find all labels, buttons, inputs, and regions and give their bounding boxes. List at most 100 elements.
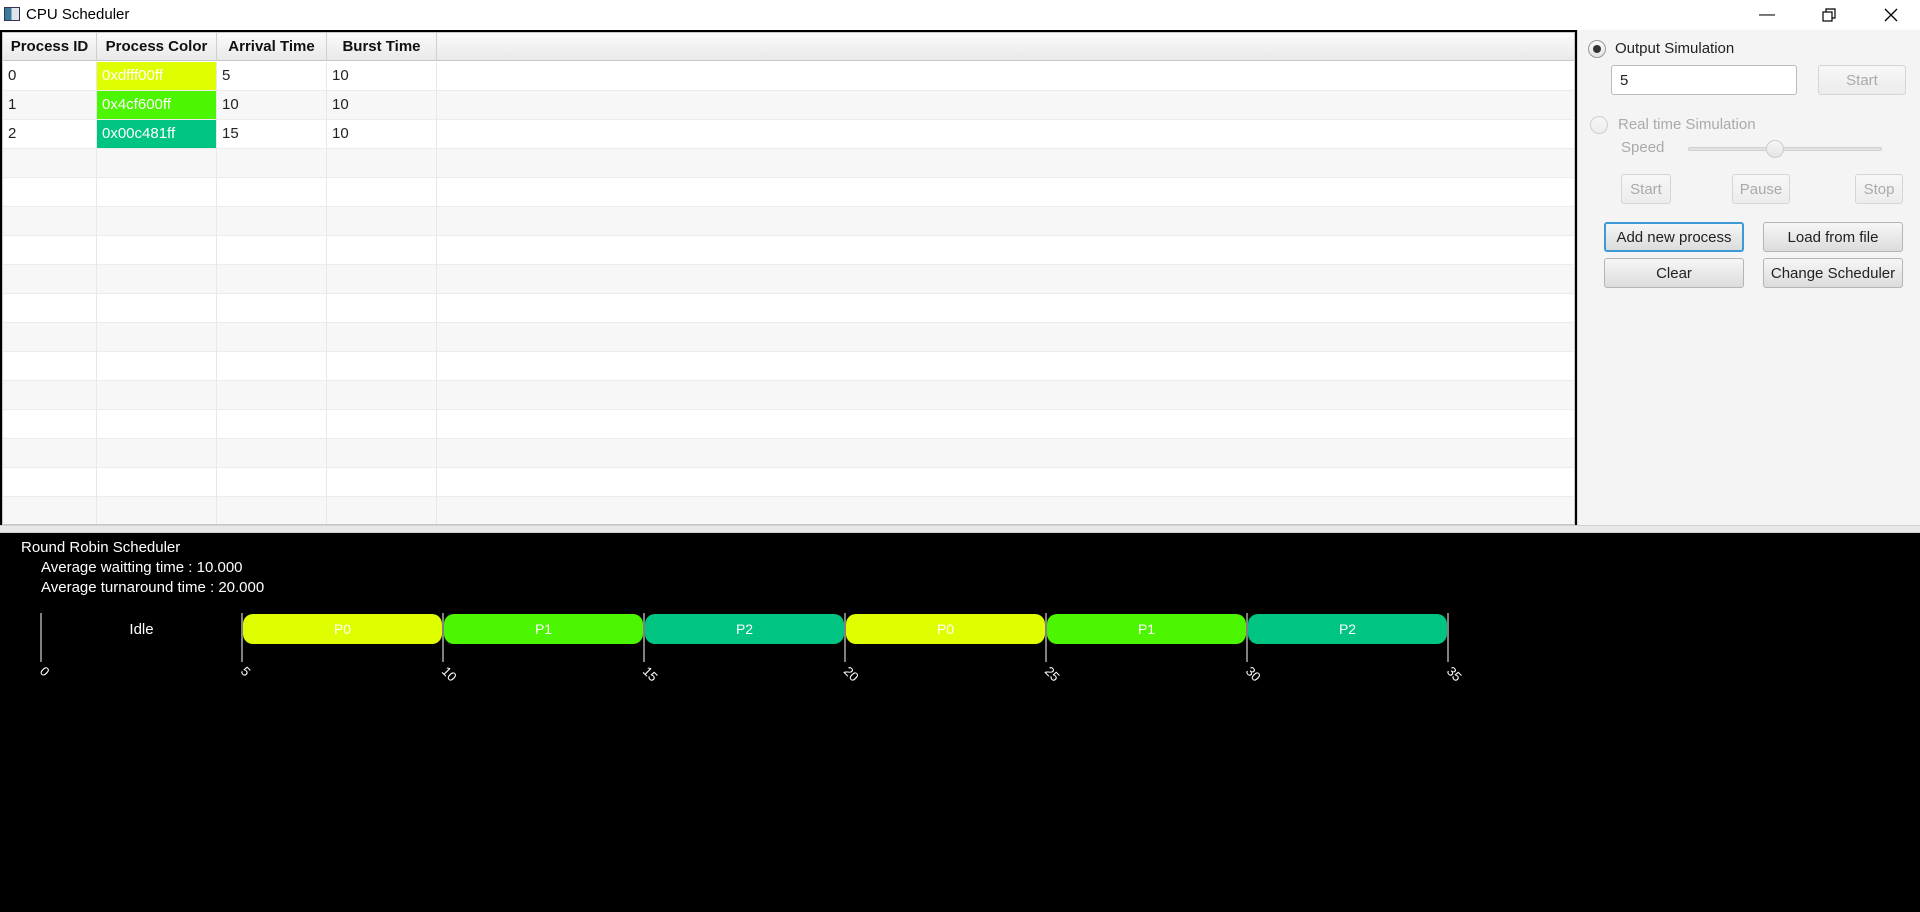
cell-process-id[interactable] [3, 207, 97, 235]
table-row[interactable] [3, 149, 1574, 178]
cell-arrival-time[interactable] [217, 178, 327, 206]
cell-arrival-time[interactable] [217, 439, 327, 467]
cell-burst-time[interactable]: 10 [327, 120, 437, 148]
table-row[interactable]: 2 0x00c481ff 15 10 [3, 120, 1574, 149]
cell-process-color[interactable] [97, 323, 217, 351]
add-process-button[interactable]: Add new process [1604, 222, 1744, 252]
speed-slider[interactable] [1688, 147, 1882, 151]
change-scheduler-button[interactable]: Change Scheduler [1763, 258, 1903, 288]
table-row[interactable] [3, 468, 1574, 497]
cell-process-color[interactable] [97, 439, 217, 467]
cell-burst-time[interactable]: 10 [327, 91, 437, 119]
cell-process-id[interactable]: 0 [3, 62, 97, 90]
cell-process-color[interactable] [97, 207, 217, 235]
speed-slider-thumb[interactable] [1766, 140, 1785, 158]
cell-burst-time[interactable] [327, 323, 437, 351]
table-row[interactable]: 0 0xdfff00ff 5 10 [3, 62, 1574, 91]
cell-process-id[interactable] [3, 381, 97, 409]
cell-process-color[interactable] [97, 381, 217, 409]
cell-arrival-time[interactable] [217, 294, 327, 322]
cell-process-id[interactable] [3, 439, 97, 467]
realtime-simulation-radio[interactable] [1590, 116, 1608, 134]
cell-burst-time[interactable] [327, 149, 437, 177]
cell-process-color[interactable]: 0x00c481ff [97, 120, 217, 148]
table-row[interactable] [3, 294, 1574, 323]
output-simulation-radio[interactable] [1588, 40, 1606, 58]
table-row[interactable] [3, 178, 1574, 207]
table-row[interactable] [3, 323, 1574, 352]
cell-burst-time[interactable] [327, 265, 437, 293]
header-process-id[interactable]: Process ID [3, 33, 97, 61]
cell-arrival-time[interactable]: 5 [217, 62, 327, 90]
cell-arrival-time[interactable]: 15 [217, 120, 327, 148]
cell-process-id[interactable] [3, 323, 97, 351]
table-row[interactable] [3, 381, 1574, 410]
cell-burst-time[interactable] [327, 236, 437, 264]
header-burst-time[interactable]: Burst Time [327, 33, 437, 61]
cell-process-color[interactable] [97, 294, 217, 322]
cell-burst-time[interactable] [327, 497, 437, 524]
cell-process-id[interactable] [3, 178, 97, 206]
cell-process-color[interactable]: 0x4cf600ff [97, 91, 217, 119]
cell-process-id[interactable]: 2 [3, 120, 97, 148]
cell-arrival-time[interactable] [217, 352, 327, 380]
cell-process-id[interactable] [3, 352, 97, 380]
cell-burst-time[interactable] [327, 381, 437, 409]
minimize-icon[interactable]: — [1759, 6, 1775, 23]
table-row[interactable] [3, 207, 1574, 236]
cell-process-color[interactable] [97, 236, 217, 264]
header-arrival-time[interactable]: Arrival Time [217, 33, 327, 61]
cell-arrival-time[interactable] [217, 410, 327, 438]
split-divider[interactable] [0, 525, 1920, 533]
table-row[interactable] [3, 352, 1574, 381]
cell-process-id[interactable] [3, 149, 97, 177]
cell-process-id[interactable] [3, 236, 97, 264]
cell-arrival-time[interactable] [217, 207, 327, 235]
quantum-input[interactable] [1611, 65, 1797, 95]
cell-process-color[interactable] [97, 352, 217, 380]
cell-process-id[interactable]: 1 [3, 91, 97, 119]
cell-process-color[interactable]: 0xdfff00ff [97, 62, 217, 90]
cell-process-id[interactable] [3, 265, 97, 293]
cell-process-color[interactable] [97, 265, 217, 293]
load-from-file-button[interactable]: Load from file [1763, 222, 1903, 252]
cell-burst-time[interactable] [327, 439, 437, 467]
clear-button[interactable]: Clear [1604, 258, 1744, 288]
cell-burst-time[interactable] [327, 178, 437, 206]
cell-burst-time[interactable] [327, 207, 437, 235]
cell-arrival-time[interactable] [217, 323, 327, 351]
table-row[interactable] [3, 410, 1574, 439]
table-row[interactable]: 1 0x4cf600ff 10 10 [3, 91, 1574, 120]
cell-process-id[interactable] [3, 497, 97, 524]
cell-burst-time[interactable] [327, 410, 437, 438]
header-process-color[interactable]: Process Color [97, 33, 217, 61]
cell-burst-time[interactable]: 10 [327, 62, 437, 90]
table-row[interactable] [3, 497, 1574, 524]
cell-arrival-time[interactable] [217, 468, 327, 496]
table-row[interactable] [3, 439, 1574, 468]
cell-burst-time[interactable] [327, 352, 437, 380]
pause-button[interactable]: Pause [1732, 174, 1790, 204]
cell-process-id[interactable] [3, 468, 97, 496]
restore-icon[interactable] [1806, 0, 1852, 30]
cell-arrival-time[interactable]: 10 [217, 91, 327, 119]
close-icon[interactable] [1868, 0, 1914, 30]
table-row[interactable] [3, 265, 1574, 294]
table-row[interactable] [3, 236, 1574, 265]
cell-arrival-time[interactable] [217, 381, 327, 409]
cell-process-id[interactable] [3, 410, 97, 438]
cell-process-color[interactable] [97, 468, 217, 496]
cell-process-color[interactable] [97, 410, 217, 438]
cell-arrival-time[interactable] [217, 236, 327, 264]
realtime-start-button[interactable]: Start [1621, 174, 1671, 204]
cell-arrival-time[interactable] [217, 265, 327, 293]
cell-process-id[interactable] [3, 294, 97, 322]
cell-arrival-time[interactable] [217, 149, 327, 177]
stop-button[interactable]: Stop [1855, 174, 1903, 204]
cell-arrival-time[interactable] [217, 497, 327, 524]
process-table[interactable]: Process ID Process Color Arrival Time Bu… [2, 32, 1575, 525]
cell-process-color[interactable] [97, 497, 217, 524]
cell-burst-time[interactable] [327, 294, 437, 322]
cell-burst-time[interactable] [327, 468, 437, 496]
cell-process-color[interactable] [97, 149, 217, 177]
